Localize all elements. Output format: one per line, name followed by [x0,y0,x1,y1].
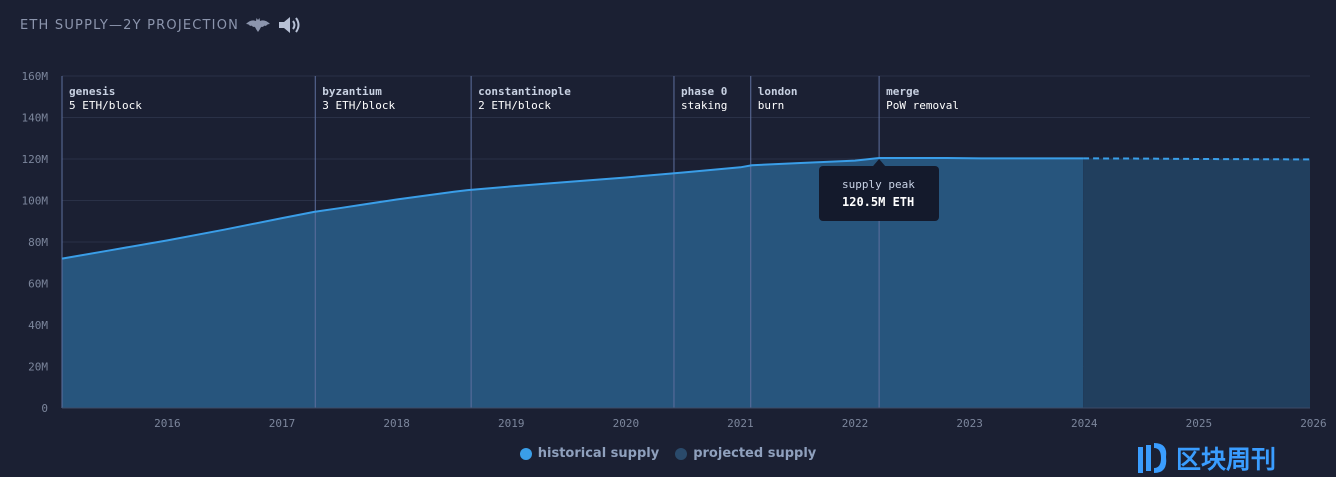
legend-projected-swatch [675,447,688,460]
chart-title: ETH SUPPLY—2Y PROJECTION [20,14,303,36]
y-tick-label: 160M [22,70,49,83]
watermark-logo: 区块周刊 [1136,440,1276,476]
annotation-title: genesis [69,85,115,98]
x-tick-label: 2020 [613,417,640,430]
bat-icon [246,18,271,32]
line-projected-supply [1083,157,1311,161]
series-lines [61,156,1311,260]
supply-peak-tooltip: supply peak 120.5M ETH [819,166,939,221]
tooltip-pointer [873,158,886,166]
annotation-title: phase 0 [681,85,727,98]
y-tick-label: 20M [28,361,48,374]
legend-projected-label: projected supply [693,446,817,461]
y-tick-label: 60M [28,278,48,291]
y-tick-label: 80M [28,236,48,249]
annotation-title: london [758,85,798,98]
annotation-title: merge [886,85,919,98]
legend-projected[interactable]: projected supply [675,446,816,461]
annotation-subtitle: 5 ETH/block [69,99,142,112]
tooltip-value: 120.5M ETH [842,195,915,209]
x-tick-label: 2018 [383,417,410,430]
legend-historical-label: historical supply [537,446,660,461]
x-tick-label: 2016 [154,417,181,430]
annotation-title: constantinople [478,85,571,98]
y-tick-label: 100M [22,195,49,208]
x-tick-label: 2017 [269,417,296,430]
legend-historical-swatch [519,447,532,460]
tooltip-label: supply peak [842,178,915,191]
y-tick-label: 40M [28,319,48,332]
x-tick-label: 2021 [727,417,754,430]
x-tick-label: 2019 [498,417,525,430]
area-projected-supply [1083,158,1310,408]
line-historical-supply [61,156,1084,260]
axis-labels: 0 20M 40M 60M 80M 100M 120M 140M 160M 2016 2017 201… [22,70,1327,430]
chart-title-text: ETH SUPPLY—2Y PROJECTION [20,17,240,33]
annotation-title: byzantium [322,85,382,98]
blockchain-weekly-logo-icon [1138,443,1167,473]
x-tick-label: 2024 [1071,417,1098,430]
series-areas [62,157,1310,408]
x-tick-label: 2023 [956,417,983,430]
annotation-subtitle: PoW removal [886,99,959,112]
annotation-subtitle: burn [758,99,785,112]
annotation-subtitle: 2 ETH/block [478,99,551,112]
y-tick-label: 0 [41,402,48,415]
watermark-text: 区块周刊 [1176,445,1277,474]
y-tick-label: 140M [22,112,49,125]
speaker-icon[interactable] [277,14,303,36]
annotation-subtitle: staking [681,99,727,112]
annotation-subtitle: 3 ETH/block [322,99,395,112]
x-tick-label: 2022 [842,417,869,430]
y-tick-label: 120M [22,153,49,166]
chart-legend: historical supply projected supply [0,446,1336,461]
x-tick-label: 2026 [1300,417,1327,430]
legend-historical[interactable]: historical supply [519,446,660,461]
x-tick-label: 2025 [1186,417,1213,430]
